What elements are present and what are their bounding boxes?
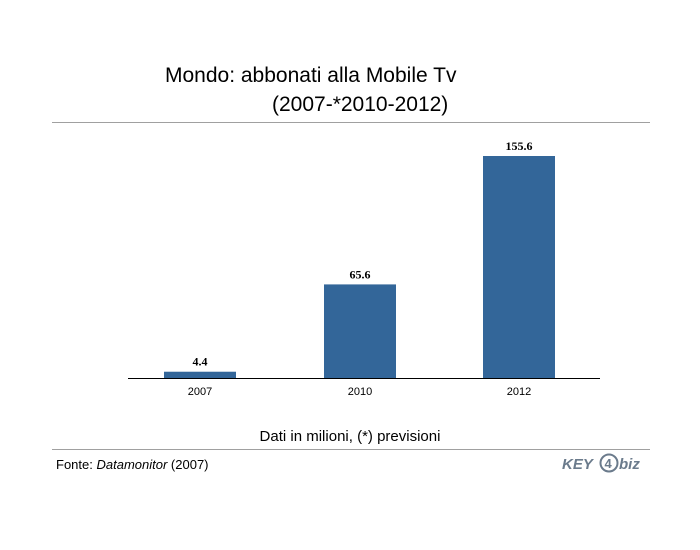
bar-2012 xyxy=(483,156,555,378)
logo-ring-icon xyxy=(599,453,619,473)
bar-2007 xyxy=(164,371,236,378)
source-name: Datamonitor xyxy=(96,457,168,472)
source-year: (2007) xyxy=(170,457,209,472)
chart-title-line1: Mondo: abbonati alla Mobile Tv xyxy=(165,64,457,87)
source-note: Fonte: Datamonitor (2007) xyxy=(56,457,209,472)
logo-digit: 4 xyxy=(605,456,613,471)
data-label-2010: 65.6 xyxy=(350,267,371,281)
logo-text-biz: biz xyxy=(619,456,640,473)
bar-chart: 4.4 2007 65.6 2010 155.6 2012 xyxy=(128,139,600,398)
x-tick-label-2012: 2012 xyxy=(507,386,531,398)
top-divider xyxy=(52,122,650,123)
x-tick-label-2007: 2007 xyxy=(188,386,212,398)
logo-text-key: KEY xyxy=(562,456,595,473)
data-label-2007: 4.4 xyxy=(193,355,208,369)
source-label: Fonte: xyxy=(56,457,93,472)
data-label-2012: 155.6 xyxy=(506,139,533,153)
bar-2010 xyxy=(324,284,396,378)
x-tick-label-2010: 2010 xyxy=(348,386,372,398)
key4biz-logo: KEY 4 biz xyxy=(562,453,640,473)
chart-title-line2: (2007-*2010-2012) xyxy=(272,93,449,116)
chart-caption: Dati in milioni, (*) previsioni xyxy=(259,428,441,445)
bottom-divider xyxy=(52,449,650,450)
